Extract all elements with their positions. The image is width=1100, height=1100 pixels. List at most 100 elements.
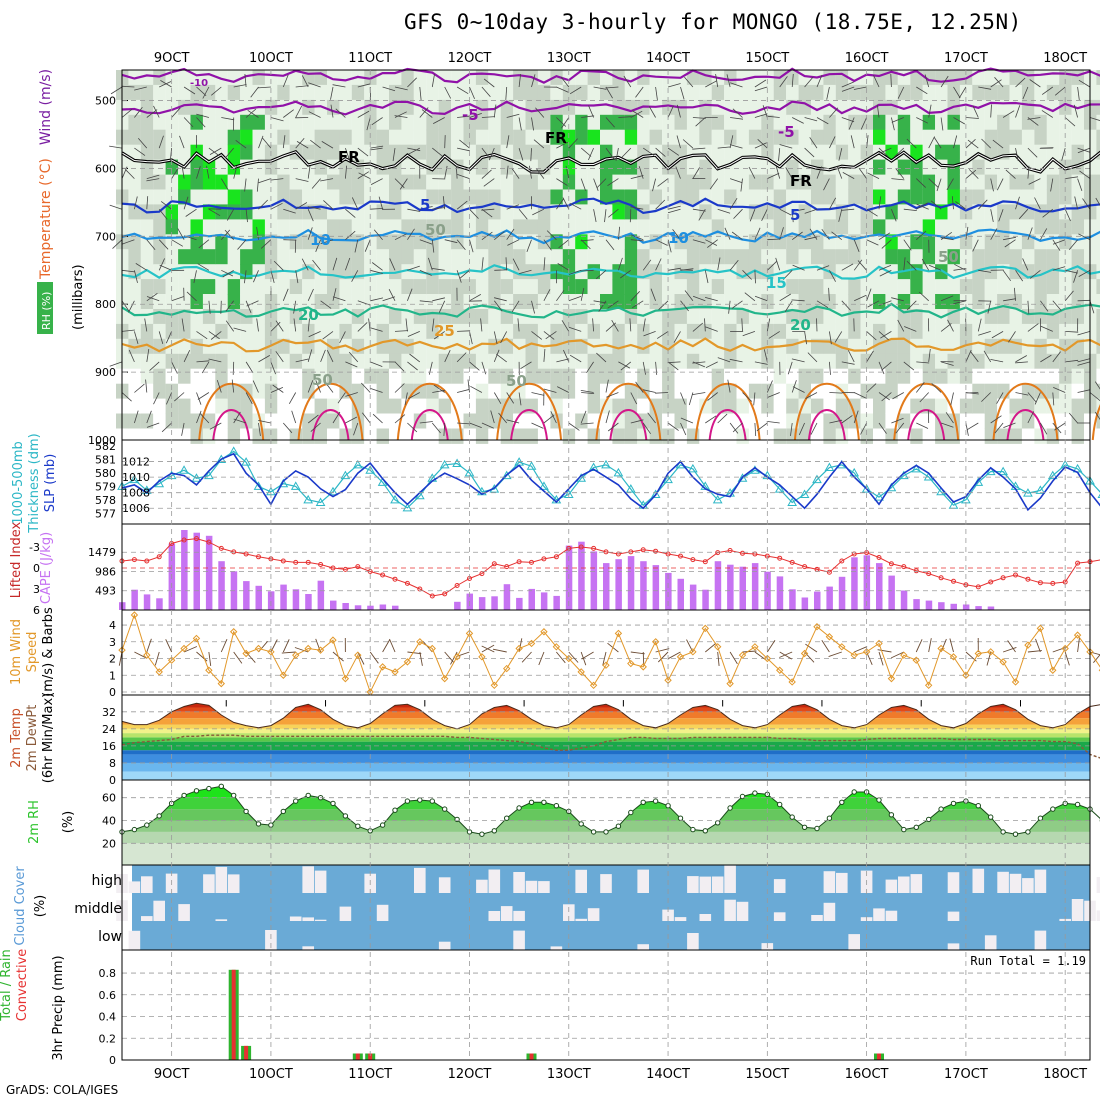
wind-barb: [198, 239, 210, 249]
rh-cell: [190, 204, 203, 220]
wind-barb: [1089, 117, 1100, 121]
wind-barb: [225, 300, 235, 312]
rh-cell: [600, 114, 613, 131]
wind-barb: [940, 295, 954, 302]
contour-label: 50: [938, 248, 959, 266]
wind-barb: [1003, 236, 1016, 241]
rh2m-point: [1025, 829, 1031, 835]
wind10m-point: [403, 658, 412, 666]
rh-cell: [748, 84, 762, 101]
rh-cell: [227, 353, 241, 370]
wind-barb: [754, 113, 768, 118]
li-point: [529, 559, 534, 565]
rh-cell: [711, 204, 725, 220]
wind-barb: [224, 229, 234, 240]
rh-cell: [848, 383, 861, 400]
wind-barb: [134, 270, 138, 283]
wind10m-point: [503, 664, 511, 673]
li-tick: 6: [33, 604, 40, 617]
rh-cell: [513, 279, 526, 295]
wind-barb: [829, 107, 839, 118]
li-point: [218, 545, 224, 551]
rh-cell: [686, 174, 700, 190]
rh-cell: [972, 159, 985, 175]
rh-cell: [798, 114, 812, 131]
wind-barb: [994, 422, 1004, 434]
rh-cell: [947, 219, 960, 235]
rh-cell: [190, 249, 203, 265]
rh-cell: [699, 383, 712, 400]
rh-cell: [302, 294, 315, 310]
rh-cell: [1034, 174, 1047, 190]
rh-cell: [637, 189, 650, 205]
rh-cell: [513, 413, 526, 429]
rh-cell: [997, 323, 1010, 340]
rh-cell: [488, 159, 501, 175]
rh-cell: [823, 294, 836, 310]
rh-cell: [227, 204, 241, 220]
rh-cell: [637, 159, 650, 175]
rh-cell: [153, 189, 166, 205]
rh-cell: [1096, 368, 1100, 385]
wind-barb: [158, 208, 168, 220]
rh-cell: [1034, 114, 1047, 131]
wind-barb: [469, 239, 474, 253]
rh-cell: [351, 174, 365, 190]
cloud-gap: [563, 904, 575, 921]
rh-cell: [1096, 204, 1100, 220]
rh-cell: [264, 204, 278, 220]
rh-cell: [835, 368, 849, 385]
contour-label: 10: [668, 229, 689, 247]
rh-cell: [612, 174, 625, 190]
rh-cell: [327, 338, 340, 355]
wind-barb: [704, 297, 718, 302]
rh-cell: [600, 368, 613, 385]
contour-label: FR: [338, 148, 360, 166]
rh-cell: [240, 353, 253, 370]
time-label-bottom: 13OCT: [547, 1067, 591, 1082]
wind-barb: [853, 239, 860, 252]
rh-cell: [475, 383, 489, 400]
wind-barb: [841, 415, 853, 424]
rh-cell: [624, 294, 638, 310]
rh-cell: [649, 159, 663, 175]
rh-cell: [724, 189, 737, 205]
wind-barb: [588, 147, 594, 161]
wind-barb: [704, 270, 709, 284]
li-point: [206, 539, 212, 545]
cloud-gap: [637, 944, 649, 950]
rh-cell: [1071, 189, 1085, 205]
rh-cell: [649, 353, 663, 370]
rh-cell: [426, 383, 439, 400]
wind-barb: [407, 422, 418, 433]
rh-cell: [165, 204, 179, 220]
rh-cell: [438, 219, 452, 235]
rh-cell: [240, 279, 253, 295]
wind-barb: [158, 258, 165, 271]
slp-tick: 1012: [122, 456, 150, 469]
wind-barb: [407, 77, 417, 88]
rh-cell: [724, 353, 737, 370]
wind-barb: [792, 264, 805, 271]
cloud-label-part: Cloud Cover: [13, 866, 28, 946]
wind-barb: [1077, 178, 1083, 192]
cloud-gap: [550, 946, 563, 950]
rh-cell: [748, 114, 762, 131]
wind-barb: [270, 202, 283, 210]
rh-cell: [426, 428, 439, 444]
rh-cell: [873, 114, 886, 131]
wind-barb: [358, 172, 371, 179]
wind-barb: [394, 330, 409, 332]
wind-barb: [729, 135, 734, 149]
wind-barb: [950, 392, 954, 406]
rh-cell: [252, 84, 265, 101]
rh-cell: [649, 398, 663, 414]
rh-cell: [786, 368, 799, 385]
wind-barb: [618, 116, 632, 118]
rh-cell: [860, 70, 874, 86]
rh-cell: [227, 279, 241, 295]
rh-cell: [451, 129, 464, 146]
rh-cell: [550, 129, 563, 146]
rh-cell: [128, 279, 141, 295]
